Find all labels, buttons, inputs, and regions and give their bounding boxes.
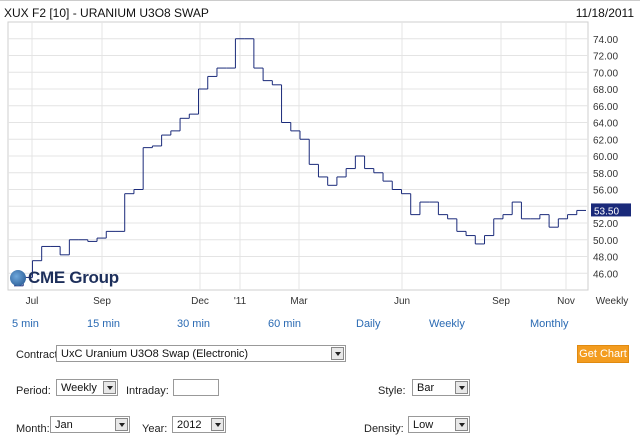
period-link-monthly[interactable]: Monthly [530, 318, 569, 330]
month-select[interactable]: Jan [50, 416, 130, 433]
chevron-down-icon[interactable] [455, 418, 468, 431]
x-tick-label: Jun [394, 296, 410, 307]
x-tick-label: Jul [26, 296, 39, 307]
month-row: Month: Jan Year: 2012 Density: Low [0, 416, 640, 436]
x-tick-label: Weekly [596, 296, 629, 307]
intraday-input[interactable] [173, 379, 219, 396]
contract-label: Contract: [16, 349, 61, 361]
density-label: Density: [364, 423, 404, 435]
last-price-label: 53.50 [594, 206, 619, 217]
period-label: Period: [16, 385, 51, 397]
chevron-down-icon[interactable] [103, 381, 116, 394]
period-link-5min[interactable]: 5 min [12, 318, 39, 330]
period-link-15min[interactable]: 15 min [87, 318, 121, 330]
y-tick-label: 60.00 [593, 152, 618, 163]
contract-value: UxC Uranium U3O8 Swap (Electronic) [61, 348, 249, 360]
y-tick-label: 62.00 [593, 135, 618, 146]
contract-row: Contract: UxC Uranium U3O8 Swap (Electro… [0, 345, 640, 365]
year-select[interactable]: 2012 [172, 416, 226, 433]
x-tick-label: Nov [557, 296, 575, 307]
get-chart-button[interactable]: Get Chart [577, 345, 629, 363]
month-label: Month: [16, 423, 50, 435]
y-tick-label: 66.00 [593, 102, 618, 113]
chart-canvas: 74.00 72.00 70.00 68.00 66.00 64.00 62.00 60.00… [7, 21, 631, 307]
y-tick-label: 56.00 [593, 186, 618, 197]
chevron-down-icon[interactable] [455, 381, 468, 394]
period-links: 5 min 15 min 30 min 60 min Daily Weekly … [0, 318, 640, 334]
title-bar: XUX F2 [10] - URANIUM U3O8 SWAP 11/18/20… [0, 0, 640, 20]
x-tick-label: Dec [191, 296, 209, 307]
chevron-down-icon[interactable] [115, 418, 128, 431]
style-select[interactable]: Bar [412, 379, 470, 396]
y-tick-label: 48.00 [593, 253, 618, 264]
density-value: Low [413, 419, 434, 431]
y-tick-label: 70.00 [593, 68, 618, 79]
price-chart: 74.00 72.00 70.00 68.00 66.00 64.00 62.00 60.00… [0, 20, 640, 312]
last-price-badge [591, 203, 631, 217]
y-tick-label: 68.00 [593, 85, 618, 96]
intraday-label: Intraday: [126, 385, 169, 397]
month-value: Jan [55, 419, 73, 431]
period-select[interactable]: Weekly [56, 379, 118, 396]
cme-logo: CME Group [10, 268, 119, 288]
x-tick-label: Sep [93, 296, 111, 307]
period-link-30min[interactable]: 30 min [177, 318, 211, 330]
y-tick-label: 52.00 [593, 219, 618, 230]
chevron-down-icon[interactable] [211, 418, 224, 431]
year-value: 2012 [177, 419, 202, 431]
period-value: Weekly [61, 382, 97, 394]
chart-date: 11/18/2011 [575, 6, 634, 20]
style-label: Style: [378, 385, 406, 397]
x-tick-label: Sep [492, 296, 510, 307]
contract-select[interactable]: UxC Uranium U3O8 Swap (Electronic) [56, 345, 346, 362]
x-tick-label: '11 [234, 296, 247, 307]
style-value: Bar [417, 382, 435, 394]
period-row: Period: Weekly Intraday: Style: Bar [0, 379, 640, 399]
period-link-weekly[interactable]: Weekly [429, 318, 465, 330]
y-tick-label: 50.00 [593, 236, 618, 247]
logo-text: CME Group [28, 268, 119, 287]
y-tick-label: 46.00 [593, 269, 618, 280]
period-link-daily[interactable]: Daily [356, 318, 381, 330]
globe-icon [10, 270, 26, 286]
period-link-60min[interactable]: 60 min [268, 318, 302, 330]
y-tick-label: 74.00 [593, 35, 618, 46]
chevron-down-icon[interactable] [331, 347, 344, 360]
y-tick-label: 72.00 [593, 52, 618, 63]
chart-title: XUX F2 [10] - URANIUM U3O8 SWAP [4, 6, 209, 20]
y-tick-label: 64.00 [593, 119, 618, 130]
year-label: Year: [142, 423, 168, 435]
x-tick-label: Mar [290, 296, 308, 307]
density-select[interactable]: Low [408, 416, 470, 433]
y-tick-label: 58.00 [593, 169, 618, 180]
